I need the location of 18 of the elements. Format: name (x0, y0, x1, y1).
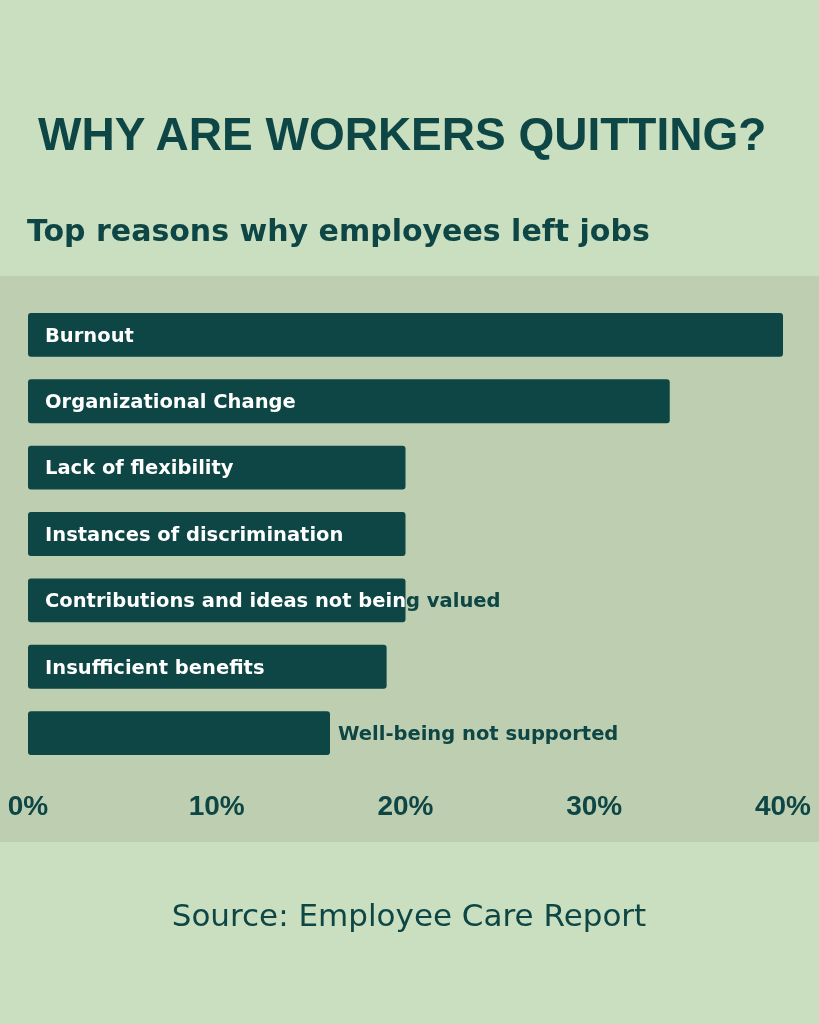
bar (28, 445, 406, 490)
chart-subtitle: Top reasons why employees left jobs (27, 213, 650, 248)
bar (28, 313, 783, 357)
chart-title: WHY ARE WORKERS QUITTING? (38, 108, 767, 160)
bar (28, 379, 670, 424)
x-tick-label: 30% (566, 790, 623, 821)
y-tick-label: Insufficient benefits (45, 655, 265, 679)
y-tick-label: Instances of discrimination (45, 522, 344, 546)
x-tick-label: 40% (754, 790, 812, 821)
y-tick-label: Burnout (45, 323, 134, 347)
bar (28, 711, 330, 755)
x-tick-label: 10% (188, 790, 245, 821)
y-tick-label: Organizational Change (45, 390, 296, 414)
x-tick-label: 0% (7, 790, 49, 821)
y-tick-label: Well-being not supported (338, 721, 619, 745)
source-note: Source: Employee Care Report (171, 897, 647, 933)
x-tick-label: 20% (377, 790, 434, 821)
y-tick-label: Lack of flexibility (45, 456, 234, 480)
